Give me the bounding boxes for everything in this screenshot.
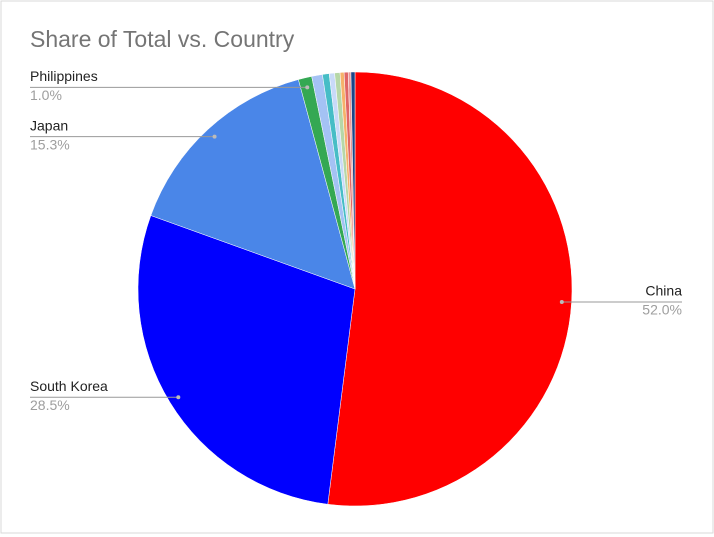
- leader-dot: [176, 395, 181, 400]
- slice-value-label: 28.5%: [30, 397, 70, 413]
- chart-title: Share of Total vs. Country: [30, 26, 295, 52]
- leader-dot: [559, 300, 564, 305]
- pie-slice: [150, 79, 356, 290]
- pie-slice: [137, 215, 356, 505]
- slice-label: South Korea: [30, 378, 108, 394]
- slice-label: Japan: [30, 117, 68, 133]
- leader-dot: [212, 134, 217, 139]
- leader-dot: [305, 85, 310, 90]
- slice-label: Philippines: [30, 68, 98, 84]
- pie-slice: [327, 71, 573, 507]
- slice-value-label: 52.0%: [642, 302, 682, 318]
- slice-value-label: 15.3%: [30, 136, 70, 152]
- pie-slice: [350, 71, 356, 290]
- slice-label: China: [645, 283, 682, 299]
- slice-value-label: 1.0%: [30, 87, 62, 103]
